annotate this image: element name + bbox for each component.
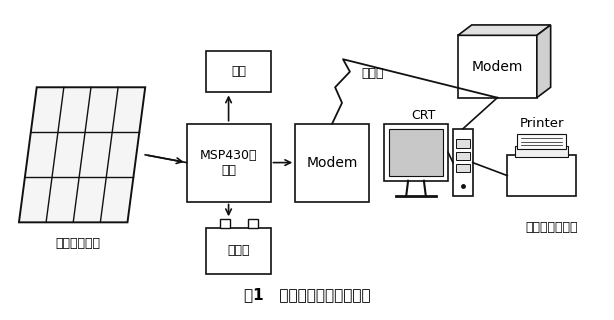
- Text: 图1   光伏电站远程监控系统: 图1 光伏电站远程监控系统: [244, 288, 370, 302]
- Bar: [206, 228, 271, 274]
- Text: Modem: Modem: [306, 156, 358, 170]
- Bar: [507, 155, 577, 196]
- Text: MSP430控
制器: MSP430控 制器: [200, 148, 257, 177]
- Bar: [458, 35, 537, 98]
- Bar: [220, 219, 230, 228]
- Bar: [248, 219, 258, 228]
- Bar: [456, 139, 470, 148]
- Bar: [453, 129, 473, 196]
- Bar: [206, 51, 271, 92]
- Text: CRT: CRT: [412, 109, 436, 122]
- Text: Modem: Modem: [472, 60, 523, 74]
- Bar: [295, 124, 369, 202]
- Polygon shape: [19, 87, 146, 222]
- Bar: [517, 134, 567, 148]
- Bar: [456, 152, 470, 160]
- Text: Printer: Printer: [519, 117, 564, 130]
- Polygon shape: [537, 25, 551, 98]
- Polygon shape: [458, 25, 551, 35]
- Bar: [389, 129, 443, 176]
- Text: 电话线: 电话线: [362, 67, 384, 80]
- Bar: [456, 164, 470, 172]
- Text: 上位机监控系统: 上位机监控系统: [526, 221, 578, 234]
- Text: 蓄电池: 蓄电池: [227, 244, 250, 257]
- Bar: [187, 124, 271, 202]
- Text: 负载: 负载: [231, 65, 246, 78]
- Bar: [515, 147, 569, 157]
- Bar: [384, 124, 448, 181]
- Text: 太阳电池阵列: 太阳电池阵列: [56, 236, 101, 250]
